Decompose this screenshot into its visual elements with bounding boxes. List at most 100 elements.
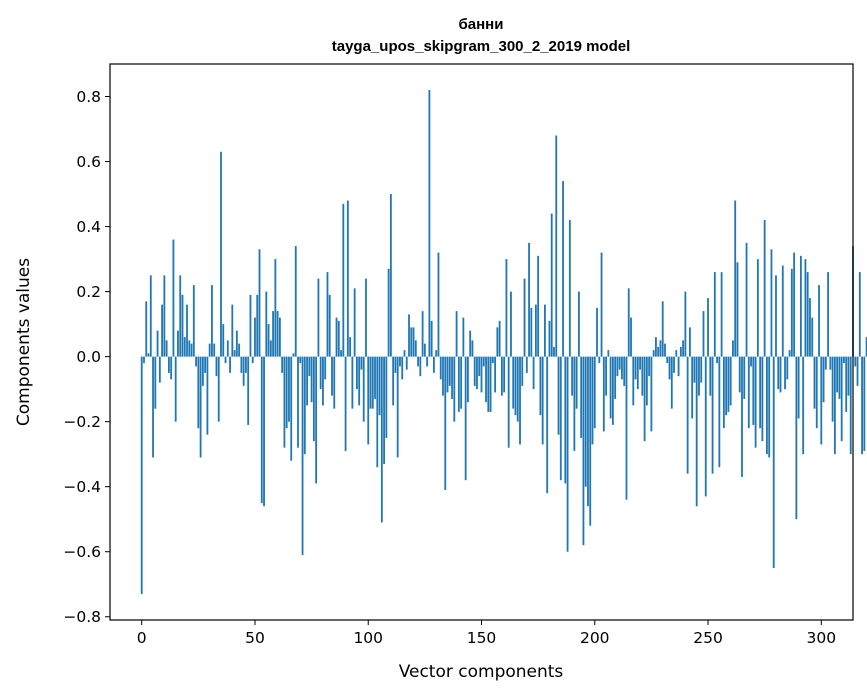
bar [652, 350, 655, 357]
bar [820, 356, 823, 445]
bar [308, 356, 311, 377]
y-tick-label: −0.2 [63, 413, 101, 431]
bar [199, 356, 202, 458]
bar [258, 249, 261, 357]
bar [471, 340, 474, 357]
bar [500, 356, 503, 396]
bar [734, 200, 737, 357]
bar [292, 353, 295, 357]
bar [854, 356, 857, 367]
bar [824, 356, 827, 370]
bar [668, 356, 671, 380]
bar [414, 340, 417, 357]
bar [677, 356, 680, 377]
bar [462, 317, 465, 357]
bar [446, 356, 449, 393]
bar [408, 314, 410, 357]
bar [224, 356, 227, 364]
bar [494, 356, 496, 393]
bar [464, 356, 467, 481]
bar [256, 294, 259, 357]
bar [752, 356, 755, 425]
bar [802, 356, 805, 455]
bar [405, 356, 408, 370]
bar [709, 356, 712, 396]
bar [229, 356, 231, 373]
bar [342, 203, 345, 357]
bar [766, 356, 768, 455]
bar [682, 340, 685, 357]
bar [534, 304, 537, 357]
bar [754, 356, 757, 448]
bar [546, 356, 549, 494]
bar [439, 356, 442, 380]
bar [369, 356, 372, 409]
bar [442, 356, 444, 396]
bar [423, 343, 426, 357]
bar [804, 259, 807, 357]
bar [489, 356, 492, 412]
bar [589, 356, 592, 526]
bar [555, 135, 558, 357]
bar [505, 259, 508, 357]
y-tick-label: −0.8 [63, 608, 101, 626]
bar [510, 291, 512, 357]
bar [641, 356, 644, 396]
bar [833, 356, 836, 455]
x-axis: 0 50 100 150 200 250 300 [137, 620, 836, 647]
bar [213, 343, 216, 357]
bar [602, 356, 605, 432]
bar [736, 262, 739, 357]
bar [376, 356, 379, 468]
bar [532, 356, 535, 390]
bar [403, 350, 406, 357]
bar [337, 320, 340, 357]
bar [809, 298, 811, 357]
bar [385, 356, 388, 438]
bar [147, 353, 150, 357]
bar [457, 356, 460, 412]
bar [616, 356, 619, 377]
bar [496, 327, 499, 357]
bar [573, 356, 576, 451]
bar [861, 356, 863, 455]
bar [487, 356, 490, 412]
bar [587, 356, 589, 507]
x-tick-label: 100 [353, 629, 383, 647]
bar [849, 356, 852, 455]
bar [707, 298, 709, 357]
bar [741, 356, 743, 477]
bar [530, 307, 533, 357]
bar [140, 356, 143, 594]
bar [476, 356, 478, 390]
bar [521, 356, 524, 386]
bar [544, 304, 546, 357]
bar [269, 340, 272, 357]
bar [541, 356, 544, 445]
bar [346, 200, 349, 357]
bar [208, 343, 211, 357]
bar [689, 327, 691, 357]
bar [482, 356, 485, 367]
bar [664, 343, 666, 357]
bar [611, 356, 614, 425]
bar [759, 356, 762, 429]
bar [591, 356, 594, 445]
bar [365, 278, 367, 357]
bar [507, 356, 510, 448]
bar [306, 356, 308, 406]
bar [192, 285, 195, 357]
bar [548, 320, 551, 357]
x-tick-label: 300 [806, 629, 836, 647]
bar [632, 356, 635, 406]
bar [525, 356, 528, 373]
bar [455, 311, 458, 357]
bar [204, 356, 207, 373]
bar [274, 259, 277, 357]
bar [303, 356, 306, 455]
y-tick-label: 0.6 [76, 153, 101, 171]
y-tick-label: −0.4 [63, 478, 101, 496]
bar [328, 294, 331, 357]
bar [360, 356, 363, 370]
bar [550, 213, 553, 357]
